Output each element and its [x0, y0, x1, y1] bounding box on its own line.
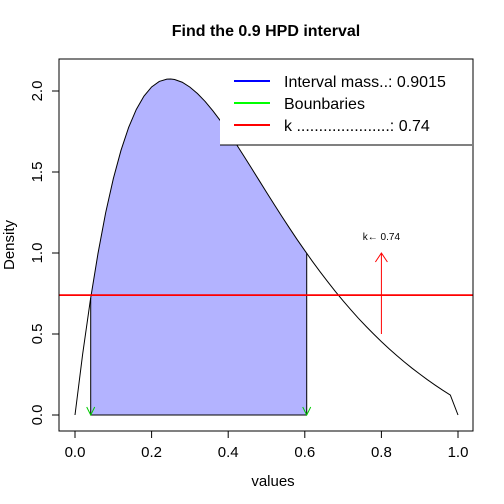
plot-border — [58, 58, 474, 432]
x-tick-label: 0.8 — [371, 444, 392, 461]
x-tick-label: 0.4 — [218, 444, 239, 461]
lower-boundary-arrow — [86, 406, 96, 417]
chart-title: Find the 0.9 HPD interval — [172, 23, 360, 40]
x-axis-label: values — [251, 473, 294, 490]
y-tick-label: 1.0 — [29, 243, 46, 264]
x-tick-label: 0.2 — [141, 444, 162, 461]
k-annotation-arrow-head — [374, 252, 388, 263]
legend-label-interval-mass: Interval mass..: 0.9015 — [284, 74, 446, 91]
legend: Interval mass..: 0.9015 Bounbaries k ...… — [220, 60, 472, 146]
y-tick-label: 1.5 — [29, 162, 46, 183]
y-axis-label: Density — [1, 219, 18, 270]
legend-label-k: k .....................: 0.74 — [284, 118, 430, 135]
density-curve — [74, 78, 459, 416]
x-tick-label: 0.0 — [65, 444, 86, 461]
hpd-fill-layer — [90, 79, 307, 416]
x-tick-label: 0.6 — [294, 444, 315, 461]
y-tick-label: 0.5 — [29, 324, 46, 345]
upper-boundary-arrow — [302, 406, 312, 417]
lines-layer — [59, 78, 473, 417]
k-annotation-text: k← 0.74 — [363, 232, 401, 243]
hpd-shaded-region — [90, 79, 307, 416]
y-tick-label: 2.0 — [29, 81, 46, 102]
y-tick-label: 0.0 — [29, 405, 46, 426]
legend-label-boundaries: Bounbaries — [284, 96, 365, 113]
x-tick-label: 1.0 — [448, 444, 469, 461]
